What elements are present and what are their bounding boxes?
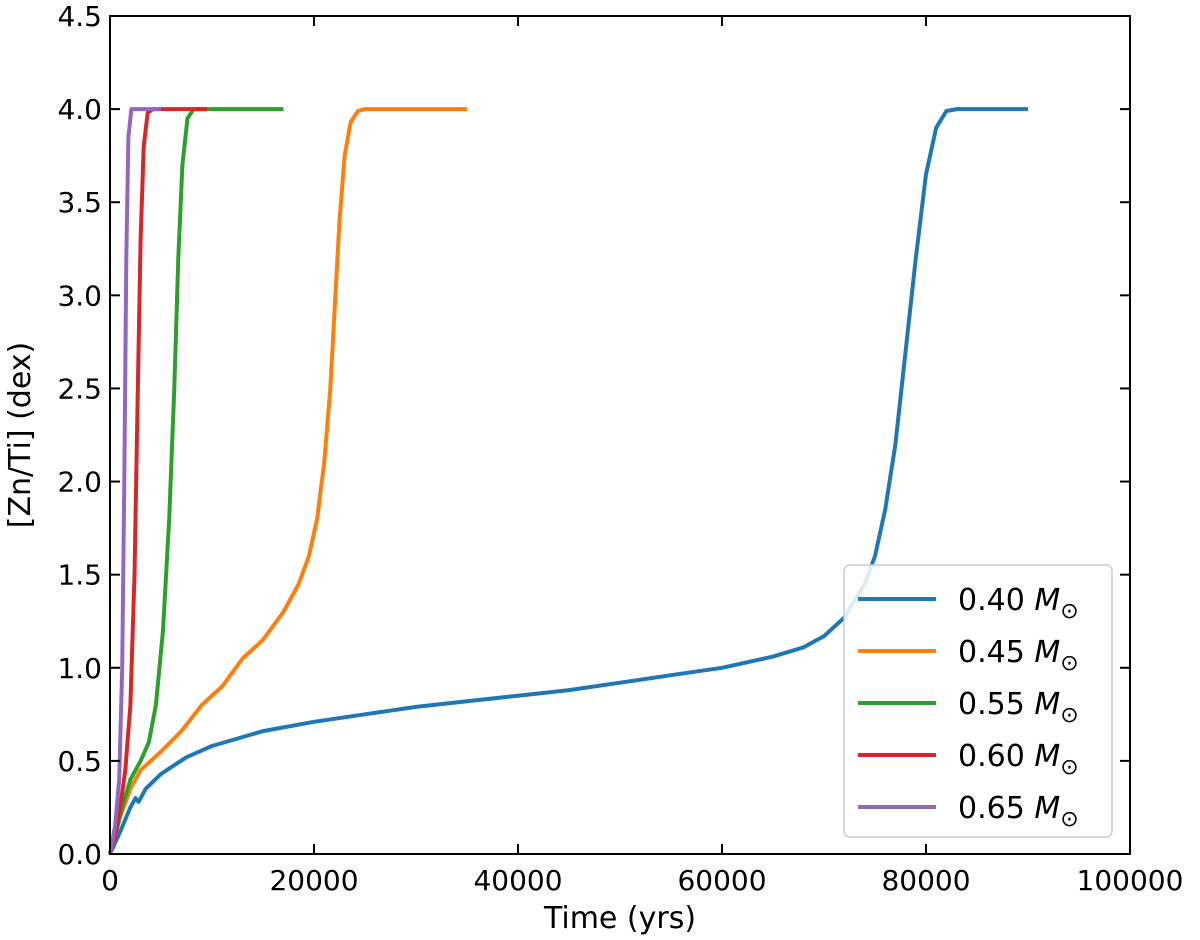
- series-line-3: [108, 107, 207, 855]
- series-line-4: [108, 107, 161, 855]
- y-tick-label: 0.0: [57, 838, 102, 871]
- y-tick-label: 2.5: [57, 372, 102, 405]
- x-tick-label: 0: [101, 864, 119, 897]
- legend-box: [843, 564, 1113, 838]
- legend-label-3: 0.60 M⊙: [958, 739, 1079, 780]
- x-tick-label: 40000: [473, 864, 562, 897]
- legend-label-1: 0.45 M⊙: [958, 635, 1079, 676]
- legend: 0.40 M⊙ 0.45 M⊙ 0.55 M⊙ 0.60 M⊙ 0.65 M⊙: [843, 564, 1113, 838]
- y-tick-label: 0.5: [57, 745, 102, 778]
- y-axis-label: [Zn/Ti] (dex): [3, 342, 38, 529]
- y-tick-label: 2.0: [57, 466, 102, 499]
- legend-label-4: 0.65 M⊙: [958, 791, 1079, 832]
- x-tick-label: 20000: [269, 864, 358, 897]
- ticks-layer: 0 20000 40000 60000 80000 100000 0.0 0.5 1.0 1.5 2…: [57, 0, 1183, 897]
- series-layer: [108, 107, 1028, 855]
- series-line-2: [108, 107, 284, 855]
- x-tick-label: 60000: [677, 864, 766, 897]
- x-tick-label: 80000: [881, 864, 970, 897]
- legend-label-0: 0.40 M⊙: [958, 583, 1079, 624]
- legend-label-2: 0.55 M⊙: [958, 687, 1079, 728]
- series-line-0: [108, 107, 1028, 855]
- y-tick-label: 3.5: [57, 186, 102, 219]
- x-tick-label: 100000: [1077, 864, 1184, 897]
- plot-frame: [109, 15, 1131, 855]
- y-tick-label: 1.5: [57, 559, 102, 592]
- y-tick-label: 3.0: [57, 279, 102, 312]
- y-tick-label: 4.0: [57, 93, 102, 126]
- series-line-1: [108, 107, 467, 855]
- x-axis-label: Time (yrs): [543, 901, 696, 936]
- y-tick-label: 1.0: [57, 652, 102, 685]
- y-tick-label: 4.5: [57, 0, 102, 33]
